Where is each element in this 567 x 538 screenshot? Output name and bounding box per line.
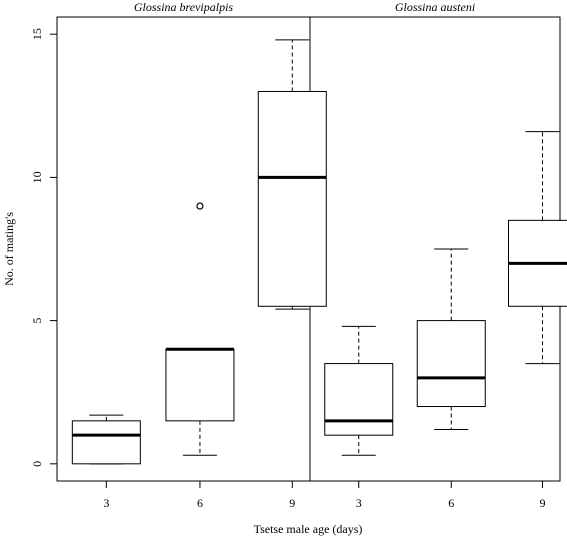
y-tick-label-1: 5 (30, 318, 44, 324)
y-tick-label-0: 0 (30, 461, 44, 467)
y-axis-label: No. of mating's (2, 212, 16, 286)
p1-x-tick-label-3: 3 (356, 496, 362, 510)
p1-box-6-iqr-box (416, 320, 486, 408)
x-axis-label: Tsetse male age (days) (254, 522, 363, 536)
p0-box-3-iqr-box (71, 420, 141, 465)
y-tick-label-3: 15 (30, 28, 44, 40)
p0-x-tick-label-9: 9 (289, 496, 295, 510)
chart-marks: 0 5 10 15 Glossina brevipalpis 3 6 9 Glossina au… (30, 0, 567, 510)
p1-x-tick-label-6: 6 (448, 496, 454, 510)
p0-box-9-iqr-box (257, 90, 327, 307)
p0-x-tick-label-6: 6 (197, 496, 203, 510)
panel-title-1: Glossina austeni (395, 0, 475, 14)
p1-x-tick-label-9: 9 (540, 496, 546, 510)
p0-box-6-iqr-box (165, 348, 235, 422)
p0-x-tick-label-3: 3 (103, 496, 109, 510)
y-tick-label-2: 10 (30, 171, 44, 183)
p0-box-6-outlier-0 (196, 202, 204, 210)
p1-box-3-iqr-box (324, 363, 394, 436)
panel-title-0: Glossina brevipalpis (134, 0, 234, 14)
